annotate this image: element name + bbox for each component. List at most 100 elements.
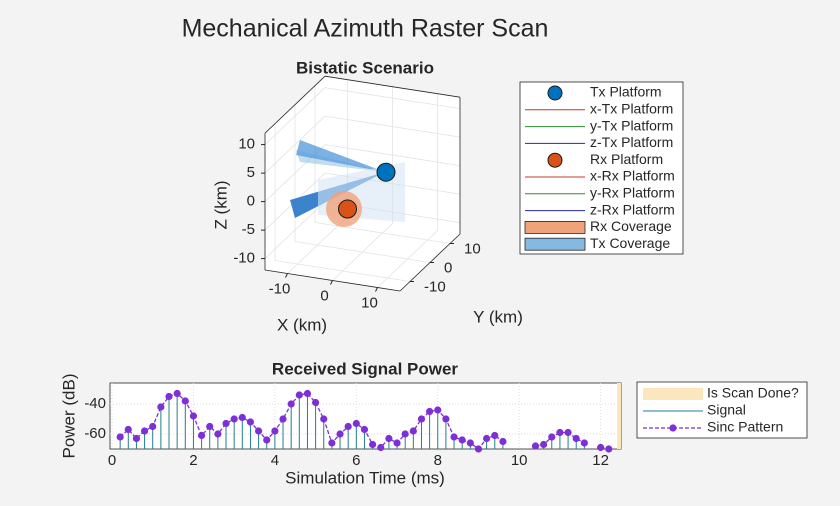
sinc-marker <box>140 427 149 435</box>
sinc-marker <box>303 389 312 398</box>
axis-edge <box>264 75 326 134</box>
axis-edge <box>399 233 461 292</box>
legend-label: z-Rx Platform <box>590 201 675 217</box>
x-tick-label: 6 <box>352 452 360 469</box>
z-tick-label: -5 <box>242 221 255 238</box>
tick-mark <box>285 273 288 278</box>
y-tick-label: 0 <box>444 259 452 276</box>
grid-line <box>264 87 326 145</box>
legend-label: Rx Platform <box>590 151 663 167</box>
sinc-marker <box>157 403 165 411</box>
tick-mark <box>330 280 333 285</box>
legend-label: Rx Coverage <box>590 218 672 234</box>
x-tick-label: 12 <box>592 452 609 469</box>
sinc-marker <box>271 427 279 435</box>
sinc-marker <box>352 419 360 428</box>
legend-swatch <box>547 152 563 168</box>
y-axis-label: Y (km) <box>473 307 523 326</box>
axis-edge <box>264 269 401 292</box>
sinc-marker <box>605 445 613 453</box>
sinc-marker <box>263 436 271 444</box>
legend-swatch <box>524 220 586 234</box>
x-axis-label: Simulation Time (ms) <box>285 468 445 487</box>
sinc-marker <box>173 389 181 398</box>
sinc-marker <box>401 430 409 438</box>
sinc-marker <box>499 437 507 446</box>
y-axis-label: Power (dB) <box>59 373 78 458</box>
sinc-marker <box>442 415 450 423</box>
sinc-marker <box>312 398 320 407</box>
chart-title: Received Signal Power <box>272 359 459 378</box>
sinc-marker <box>417 415 426 423</box>
legend-label: Signal <box>707 402 746 418</box>
sinc-marker <box>556 428 564 437</box>
grid-line <box>324 115 461 138</box>
sinc-marker <box>540 440 548 449</box>
x-tick-label: 10 <box>511 452 528 469</box>
sinc-marker <box>548 433 556 441</box>
sinc-marker <box>197 431 206 440</box>
sinc-marker <box>483 434 491 443</box>
grid-line <box>324 87 461 109</box>
sinc-marker <box>564 428 572 437</box>
grid-line <box>264 115 326 174</box>
legend-swatch <box>524 237 586 251</box>
y-tick-label: 10 <box>464 240 481 257</box>
plot-area <box>109 382 622 450</box>
sinc-marker <box>426 407 434 416</box>
sinc-marker <box>149 422 157 431</box>
sinc-marker <box>344 422 352 431</box>
y-tick-label: -60 <box>84 425 106 442</box>
sinc-marker <box>132 434 141 443</box>
z-tick-label: 0 <box>247 193 255 210</box>
sinc-marker <box>230 415 238 423</box>
sinc-marker <box>336 430 344 438</box>
sinc-marker <box>116 433 124 441</box>
legend-label: x-Tx Platform <box>590 101 673 117</box>
x-tick-label: 0 <box>320 287 328 304</box>
y-tick-label: -10 <box>424 278 446 295</box>
z-axis-label: Z (km) <box>211 180 230 229</box>
legend-label: Tx Platform <box>590 84 662 100</box>
sinc-marker <box>450 433 458 441</box>
x-tick-label: 2 <box>189 452 197 469</box>
sinc-marker <box>181 397 189 405</box>
sinc-marker <box>238 413 246 422</box>
platform-marker <box>376 162 396 182</box>
platform-marker <box>338 199 357 219</box>
sinc-marker <box>597 443 605 452</box>
legend-label: Is Scan Done? <box>707 385 799 401</box>
z-tick-label: 5 <box>247 164 255 181</box>
sinc-marker <box>165 392 173 401</box>
x-tick-label: -10 <box>269 280 291 297</box>
legend-label: x-Rx Platform <box>590 168 675 184</box>
sinc-marker <box>572 434 580 443</box>
grid-line <box>274 260 411 282</box>
sinc-marker <box>287 400 295 408</box>
x-tick-label: 8 <box>434 452 442 469</box>
legend-swatch <box>547 85 563 101</box>
sinc-marker <box>189 412 198 420</box>
z-tick-label: -10 <box>233 250 255 267</box>
sinc-marker <box>580 439 588 447</box>
legend-label: y-Tx Platform <box>590 117 673 133</box>
sinc-marker <box>124 425 132 434</box>
scan-done-band <box>616 383 621 449</box>
x-tick-label: 10 <box>361 294 378 311</box>
legend-label: Tx Coverage <box>590 235 670 251</box>
x-tick-label: 0 <box>108 452 116 469</box>
grid-line <box>314 222 451 244</box>
tick-mark <box>375 287 378 292</box>
sinc-marker <box>246 418 255 426</box>
grid-line <box>324 144 461 166</box>
figure-title: Mechanical Azimuth Raster Scan <box>182 15 549 43</box>
sinc-marker <box>254 427 263 435</box>
legend-label: Sinc Pattern <box>707 419 783 435</box>
sinc-marker <box>393 439 401 447</box>
x-axis-label: X (km) <box>277 315 327 334</box>
sinc-marker <box>409 427 417 435</box>
grid-line <box>294 241 431 263</box>
legend-swatch <box>669 424 677 432</box>
